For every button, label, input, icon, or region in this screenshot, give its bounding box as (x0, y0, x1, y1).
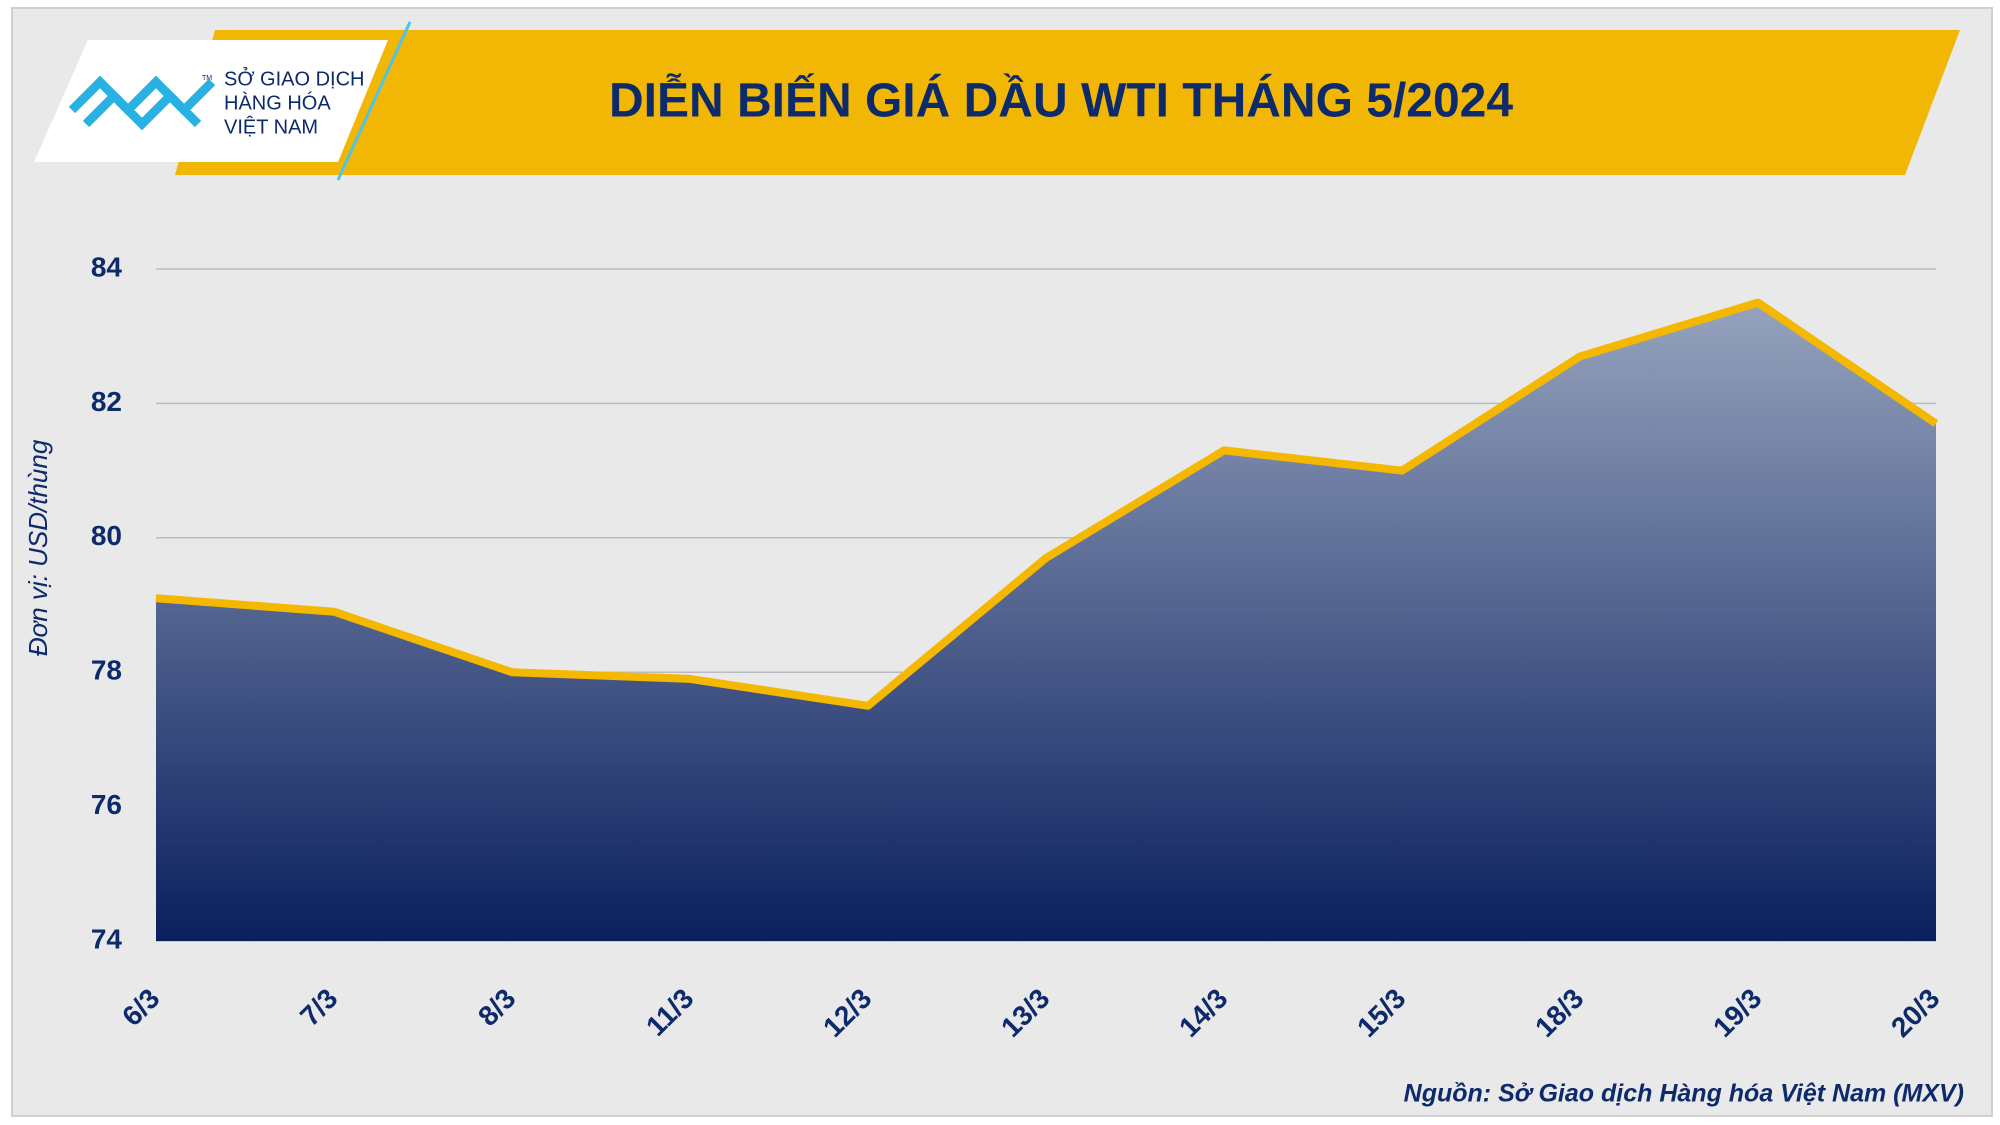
chart-title: DIỄN BIẾN GIÁ DẦU WTI THÁNG 5/2024 (609, 74, 1513, 128)
source-note: Nguồn: Sở Giao dịch Hàng hóa Việt Nam (M… (1404, 1080, 1964, 1108)
logo-box (34, 40, 388, 162)
y-tick-label: 78 (91, 655, 122, 686)
title-banner (175, 30, 1960, 175)
y-tick-label: 74 (91, 923, 123, 954)
logo-tm: TM (202, 75, 212, 82)
logo-text: VIỆT NAM (224, 115, 318, 138)
y-tick-label: 80 (91, 520, 122, 551)
logo-text: HÀNG HÓA (224, 91, 331, 114)
y-tick-label: 82 (91, 386, 122, 417)
y-tick-label: 84 (91, 251, 123, 282)
logo-accent (336, 21, 412, 181)
logo-icon (68, 75, 216, 131)
price-line (155, 298, 1939, 710)
y-tick-label: 76 (91, 789, 122, 820)
y-axis-label: Đơn vị: USD/thùng (23, 439, 53, 656)
logo-text: SỞ GIAO DỊCH (224, 66, 365, 90)
area-fill (156, 302, 1936, 942)
